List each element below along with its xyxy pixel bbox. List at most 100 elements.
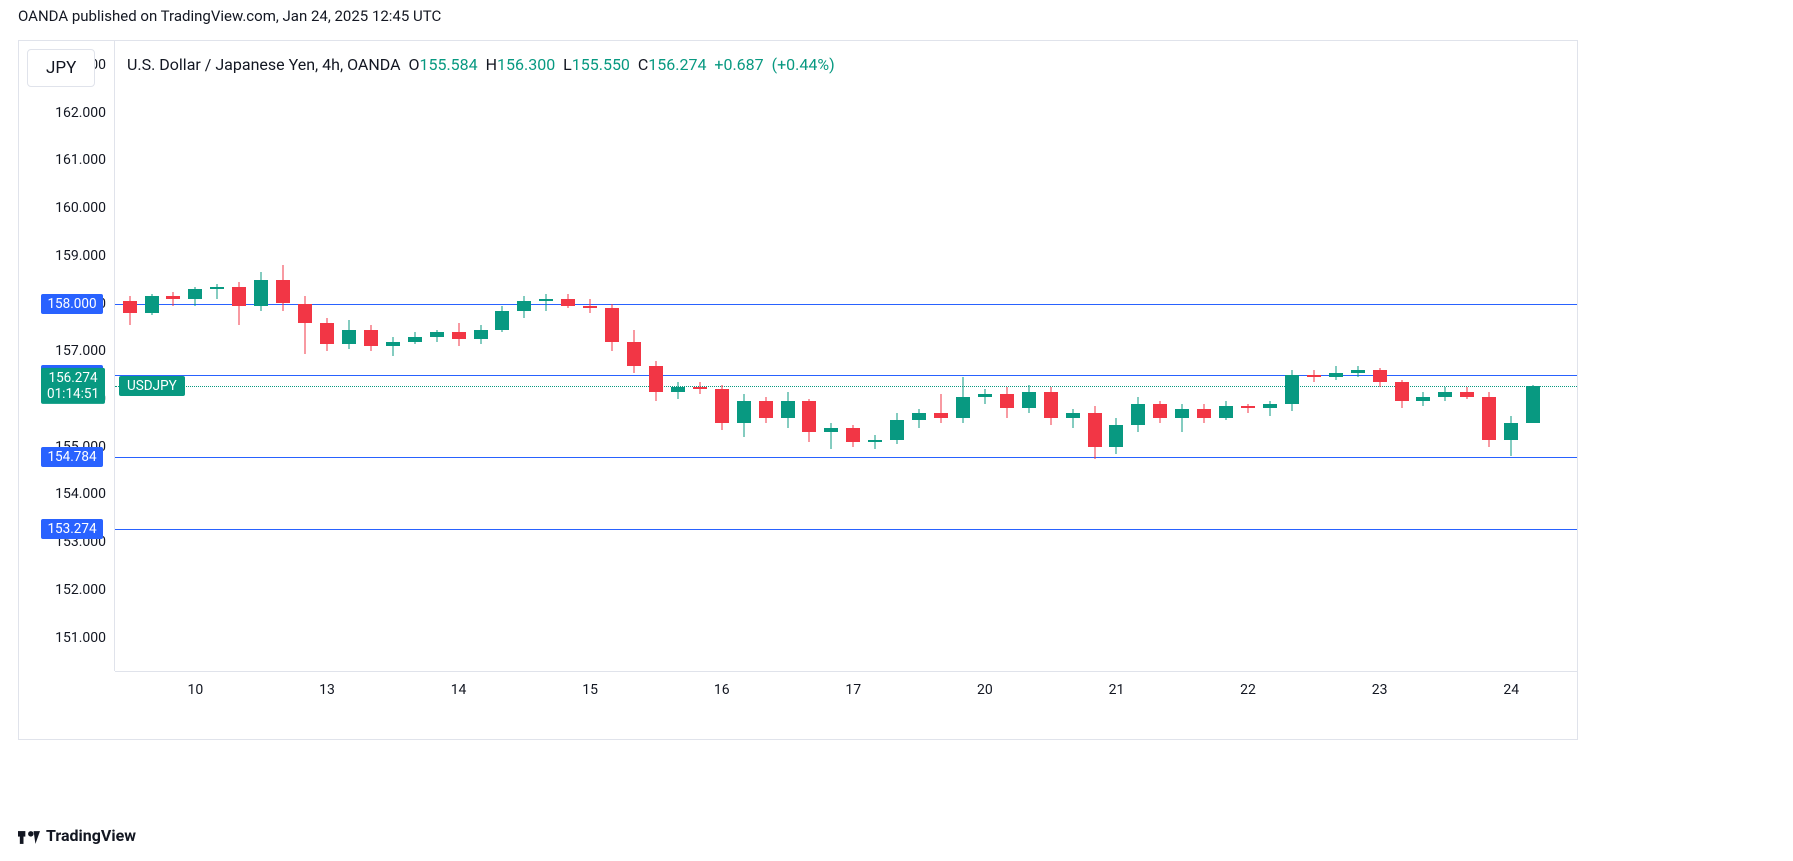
price-tag: 154.784 (41, 447, 103, 467)
candle[interactable] (1504, 41, 1518, 671)
x-tick: 17 (845, 682, 861, 698)
price-tag: 156.27401:14:51 (41, 368, 105, 404)
publish-header: OANDA published on TradingView.com, Jan … (0, 0, 1793, 32)
candle[interactable] (452, 41, 466, 671)
candle[interactable] (759, 41, 773, 671)
y-tick: 152.000 (55, 582, 106, 598)
y-axis[interactable]: 151.000152.000153.000154.000155.000156.0… (19, 41, 115, 671)
symbol-tag: USDJPY (119, 376, 185, 396)
candle[interactable] (364, 41, 378, 671)
candle[interactable] (254, 41, 268, 671)
candle[interactable] (1109, 41, 1123, 671)
candle[interactable] (1131, 41, 1145, 671)
candle[interactable] (1438, 41, 1452, 671)
candle[interactable] (166, 41, 180, 671)
candle[interactable] (1241, 41, 1255, 671)
chart-container[interactable]: JPY U.S. Dollar / Japanese Yen, 4h, OAND… (18, 40, 1578, 740)
candle[interactable] (890, 41, 904, 671)
candle[interactable] (1307, 41, 1321, 671)
candle[interactable] (320, 41, 334, 671)
candle[interactable] (1153, 41, 1167, 671)
low-value: 155.550 (572, 55, 630, 74)
symbol-title: U.S. Dollar / Japanese Yen, 4h, OANDA (127, 55, 401, 74)
candle[interactable] (1351, 41, 1365, 671)
candle[interactable] (298, 41, 312, 671)
candle[interactable] (781, 41, 795, 671)
candle[interactable] (188, 41, 202, 671)
candle[interactable] (627, 41, 641, 671)
candle[interactable] (232, 41, 246, 671)
price-tag: 153.274 (41, 519, 103, 539)
x-tick: 21 (1109, 682, 1125, 698)
candle[interactable] (145, 41, 159, 671)
candle[interactable] (605, 41, 619, 671)
candle[interactable] (868, 41, 882, 671)
candle[interactable] (561, 41, 575, 671)
candle[interactable] (693, 41, 707, 671)
candle[interactable] (1066, 41, 1080, 671)
candle[interactable] (539, 41, 553, 671)
candle[interactable] (276, 41, 290, 671)
candle[interactable] (912, 41, 926, 671)
candle[interactable] (1285, 41, 1299, 671)
candle[interactable] (1088, 41, 1102, 671)
price-tag: 158.000 (41, 294, 103, 314)
candle[interactable] (430, 41, 444, 671)
candle[interactable] (1022, 41, 1036, 671)
candle[interactable] (123, 41, 137, 671)
candle[interactable] (1460, 41, 1474, 671)
x-tick: 24 (1503, 682, 1519, 698)
candle[interactable] (1373, 41, 1387, 671)
candle[interactable] (210, 41, 224, 671)
plot-area[interactable] (115, 41, 1577, 671)
candle[interactable] (1219, 41, 1233, 671)
tradingview-logo: TradingView (18, 826, 136, 845)
candle[interactable] (934, 41, 948, 671)
candle[interactable] (1263, 41, 1277, 671)
open-label: O (408, 55, 419, 74)
candle[interactable] (715, 41, 729, 671)
candle[interactable] (1175, 41, 1189, 671)
close-value: 156.274 (648, 55, 706, 74)
candle[interactable] (1044, 41, 1058, 671)
candle[interactable] (824, 41, 838, 671)
candle[interactable] (846, 41, 860, 671)
candle[interactable] (649, 41, 663, 671)
footer-text: TradingView (46, 826, 136, 845)
candle[interactable] (737, 41, 751, 671)
x-tick: 23 (1372, 682, 1388, 698)
candle[interactable] (956, 41, 970, 671)
y-tick: 161.000 (55, 152, 106, 168)
candle[interactable] (1000, 41, 1014, 671)
currency-badge[interactable]: JPY (27, 49, 95, 87)
candle[interactable] (583, 41, 597, 671)
x-tick: 20 (977, 682, 993, 698)
candle[interactable] (978, 41, 992, 671)
candle[interactable] (802, 41, 816, 671)
y-tick: 162.000 (55, 105, 106, 121)
candle[interactable] (1416, 41, 1430, 671)
x-tick: 16 (714, 682, 730, 698)
candle[interactable] (1329, 41, 1343, 671)
x-tick: 14 (451, 682, 467, 698)
x-tick: 13 (319, 682, 335, 698)
candle[interactable] (1526, 41, 1540, 671)
candle[interactable] (408, 41, 422, 671)
x-axis[interactable]: 1013141516172021222324 (115, 671, 1577, 740)
candle[interactable] (1482, 41, 1496, 671)
candle[interactable] (1197, 41, 1211, 671)
candle[interactable] (517, 41, 531, 671)
high-value: 156.300 (497, 55, 555, 74)
ohlc-info: U.S. Dollar / Japanese Yen, 4h, OANDA O 1… (127, 55, 835, 74)
candle[interactable] (474, 41, 488, 671)
low-label: L (563, 55, 572, 74)
candle[interactable] (386, 41, 400, 671)
y-tick: 154.000 (55, 486, 106, 502)
y-tick: 159.000 (55, 248, 106, 264)
y-tick: 151.000 (55, 630, 106, 646)
candle[interactable] (342, 41, 356, 671)
candle[interactable] (671, 41, 685, 671)
tv-logo-icon (18, 829, 40, 842)
candle[interactable] (1395, 41, 1409, 671)
candle[interactable] (495, 41, 509, 671)
